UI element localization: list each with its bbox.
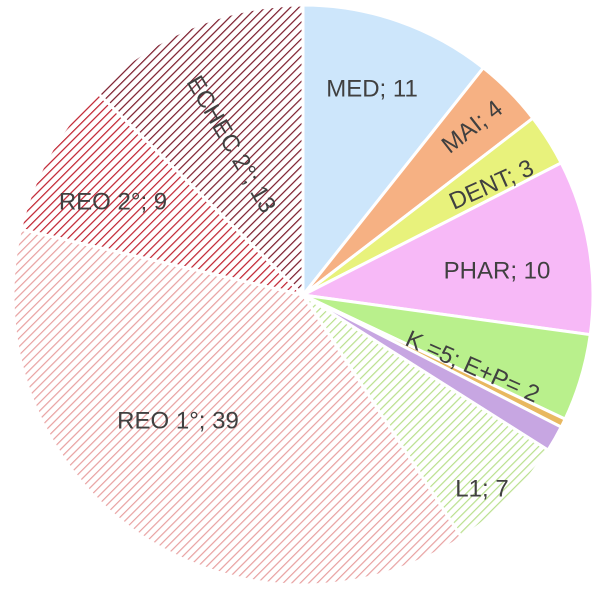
- pie-slice: [301, 3, 486, 300]
- slice-label: REO 1°; 39: [117, 407, 239, 434]
- pie-slice: [298, 160, 593, 337]
- slice-label: MED; 11: [326, 75, 418, 102]
- slice-label: PHAR; 10: [444, 257, 551, 284]
- pie-slice: [18, 89, 308, 298]
- pie-slice: [301, 293, 551, 540]
- pie-slice: [11, 227, 464, 587]
- slice-label: L1; 7: [455, 475, 508, 502]
- pie-slice: [94, 3, 305, 299]
- slice-label: REO 2°; 9: [59, 188, 167, 215]
